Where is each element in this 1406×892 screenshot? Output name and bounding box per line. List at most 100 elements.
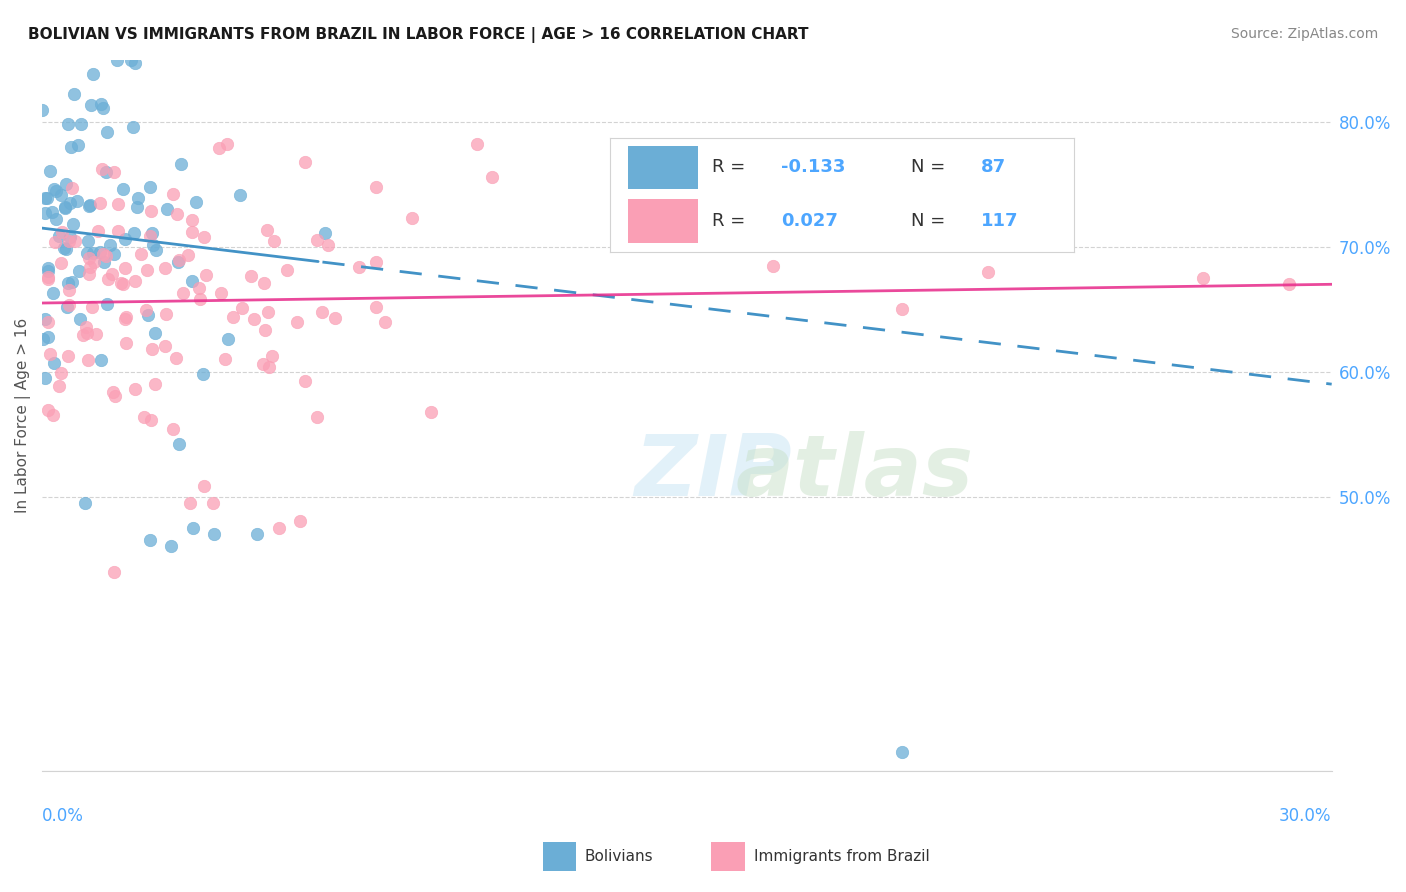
Point: [267, 521, 290, 535]
Point: [155, 307, 177, 321]
Point: [107, 224, 129, 238]
Point: [96, 125, 118, 139]
Point: [83, 254, 105, 268]
Point: [90, 96, 112, 111]
Point: [67, 263, 90, 277]
Point: [138, 533, 160, 548]
Point: [141, 342, 163, 356]
Point: [374, 315, 396, 329]
Point: [82, 245, 104, 260]
Point: [53, 200, 76, 214]
Point: [37, 329, 59, 343]
Point: [156, 202, 179, 217]
Text: Source: ZipAtlas.com: Source: ZipAtlas.com: [1230, 27, 1378, 41]
Point: [63, 87, 86, 101]
Point: [366, 180, 388, 194]
Point: [890, 302, 912, 317]
Point: [114, 311, 136, 326]
Point: [243, 312, 266, 326]
Text: BOLIVIAN VS IMMIGRANTS FROM BRAZIL IN LABOR FORCE | AGE > 16 CORRELATION CHART: BOLIVIAN VS IMMIGRANTS FROM BRAZIL IN LA…: [28, 27, 808, 43]
Text: ZIP: ZIP: [634, 431, 792, 514]
Point: [202, 495, 225, 509]
Point: [91, 161, 114, 176]
Point: [311, 305, 333, 319]
Point: [254, 323, 277, 337]
Point: [127, 200, 149, 214]
Point: [139, 203, 162, 218]
Point: [172, 285, 194, 300]
Point: [240, 269, 263, 284]
Point: [135, 263, 157, 277]
Point: [419, 405, 441, 419]
Point: [49, 188, 72, 202]
Point: [42, 356, 65, 370]
Point: [120, 53, 142, 67]
Point: [257, 359, 280, 374]
Point: [135, 302, 157, 317]
Point: [77, 251, 100, 265]
Point: [169, 253, 191, 268]
Point: [41, 205, 63, 219]
Point: [34, 206, 56, 220]
Text: atlas: atlas: [735, 431, 973, 514]
Point: [110, 277, 132, 291]
Point: [103, 165, 125, 179]
Point: [105, 53, 128, 67]
Point: [67, 138, 90, 153]
Point: [187, 281, 209, 295]
Point: [127, 190, 149, 204]
Point: [124, 274, 146, 288]
Point: [94, 165, 117, 179]
Point: [31, 103, 53, 118]
Point: [53, 201, 76, 215]
Point: [41, 286, 63, 301]
Point: [141, 226, 163, 240]
Point: [209, 285, 232, 300]
Point: [121, 120, 143, 134]
Point: [142, 238, 165, 252]
Point: [193, 479, 215, 493]
Point: [101, 384, 124, 399]
Point: [55, 178, 77, 192]
Point: [252, 357, 274, 371]
Point: [364, 255, 387, 269]
Point: [89, 245, 111, 260]
Text: Immigrants from Brazil: Immigrants from Brazil: [754, 849, 929, 863]
Y-axis label: In Labor Force | Age > 16: In Labor Force | Age > 16: [15, 318, 31, 513]
Point: [143, 326, 166, 340]
Point: [103, 566, 125, 580]
Point: [56, 350, 79, 364]
Point: [76, 326, 98, 340]
Point: [195, 268, 218, 282]
Point: [37, 269, 59, 284]
Point: [294, 155, 316, 169]
Point: [60, 181, 83, 195]
Point: [214, 352, 236, 367]
Bar: [543, 842, 576, 871]
Point: [465, 136, 488, 151]
Point: [97, 272, 120, 286]
Point: [75, 319, 97, 334]
Point: [160, 540, 183, 554]
Point: [260, 349, 283, 363]
Point: [89, 196, 111, 211]
Point: [134, 410, 156, 425]
Point: [77, 353, 100, 368]
Point: [153, 261, 176, 276]
Point: [63, 234, 86, 248]
Point: [104, 388, 127, 402]
Point: [166, 254, 188, 268]
Point: [55, 242, 77, 256]
Point: [114, 335, 136, 350]
Point: [44, 235, 66, 250]
Point: [325, 310, 347, 325]
Point: [101, 267, 124, 281]
Point: [186, 195, 208, 210]
Point: [45, 184, 67, 198]
Point: [58, 235, 80, 249]
Point: [288, 515, 311, 529]
Point: [79, 260, 101, 274]
Point: [77, 235, 100, 249]
Point: [49, 366, 72, 380]
Point: [59, 140, 82, 154]
